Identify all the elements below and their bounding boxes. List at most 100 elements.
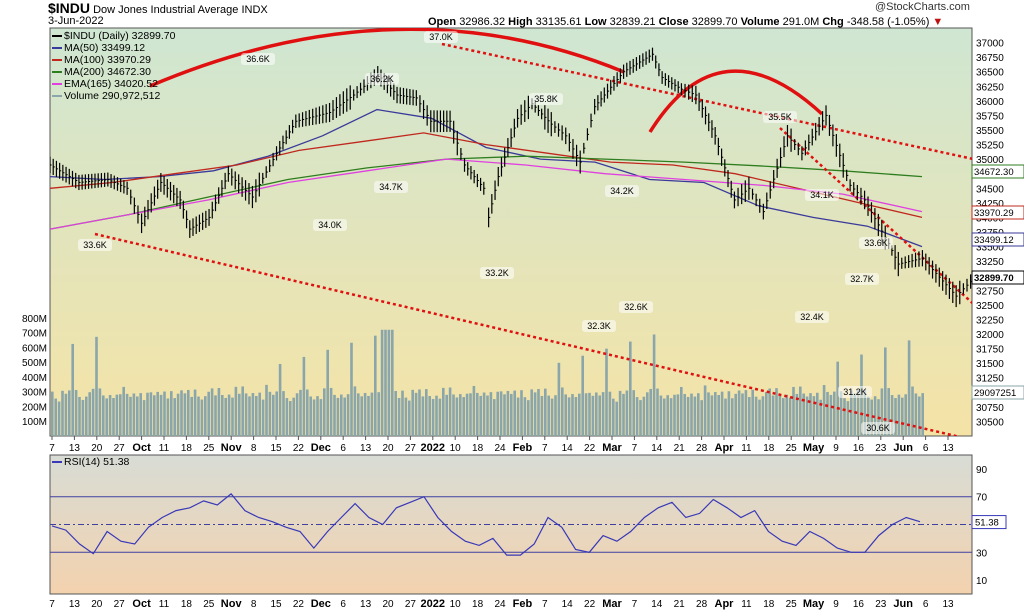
volume-bar xyxy=(680,387,683,436)
x-tick-label-bottom: 13 xyxy=(360,599,372,610)
volume-bar xyxy=(350,342,353,436)
volume-bar xyxy=(129,396,132,436)
volume-bar xyxy=(248,396,251,436)
volume-bar xyxy=(227,394,231,436)
volume-bar xyxy=(598,395,601,436)
x-tick-label: Dec xyxy=(311,442,331,454)
x-tick-label: Jun xyxy=(893,442,913,454)
rsi-panel xyxy=(49,454,973,595)
volume-bar xyxy=(459,394,462,436)
volume-bar xyxy=(166,398,170,436)
volume-bar xyxy=(136,396,139,436)
ma-line xyxy=(50,132,923,219)
price-annotation: 34.2K xyxy=(605,185,639,197)
rsi-tick-label: 70 xyxy=(976,493,988,504)
price-annotation: 32.3K xyxy=(582,320,616,332)
volume-bar xyxy=(91,388,95,436)
volume-bar xyxy=(720,391,724,436)
volume-bar xyxy=(666,395,669,436)
volume-bar xyxy=(734,393,737,436)
annotation-label: 32.4K xyxy=(800,312,824,322)
legend-label: $INDU (Daily) 32899.70 xyxy=(64,30,176,42)
annotation-box xyxy=(763,111,797,123)
volume-bar xyxy=(595,392,598,436)
volume-tick-label: 400M xyxy=(22,373,47,384)
volume-bar xyxy=(503,394,506,436)
legend-swatch xyxy=(52,35,62,38)
x-tick-label-bottom: 27 xyxy=(405,599,417,610)
x-tick-label-bottom: 18 xyxy=(763,599,775,610)
volume-bar xyxy=(64,393,68,436)
price-tick-label: 35250 xyxy=(976,141,1004,152)
legend-swatch xyxy=(52,95,62,98)
volume-bar xyxy=(544,388,547,436)
price-tick-label: 33500 xyxy=(976,243,1004,254)
price-tick-label: 31500 xyxy=(976,359,1004,370)
volume-bar xyxy=(802,393,805,436)
annotation-label: 34.0K xyxy=(318,220,342,230)
volume-bar xyxy=(486,395,489,436)
price-annotation: 32.7K xyxy=(845,273,879,285)
x-tick-label: 6 xyxy=(923,443,929,454)
volume-bar xyxy=(190,396,193,436)
volume-bar xyxy=(394,391,397,436)
volume-bar xyxy=(346,394,350,436)
volume-bar xyxy=(489,392,493,436)
volume-bar xyxy=(714,392,717,436)
volume-bar xyxy=(428,396,431,436)
legend-label: MA(100) 33970.29 xyxy=(64,54,151,66)
rsi-value-tag xyxy=(971,515,1007,530)
volume-bar xyxy=(57,401,61,436)
price-annotation: 32.4K xyxy=(795,311,829,323)
volume-bars xyxy=(51,329,924,436)
rsi-line xyxy=(51,493,921,556)
volume-tick-label: 600M xyxy=(22,343,47,354)
volume-bar xyxy=(115,394,119,436)
x-tick-label: 20 xyxy=(382,443,394,454)
x-tick-label: 28 xyxy=(696,443,708,454)
volume-bar xyxy=(404,397,408,436)
volume-bar xyxy=(139,393,142,436)
price-annotation: 33.6K xyxy=(78,239,112,251)
volume-bar xyxy=(370,392,374,436)
volume-bar xyxy=(530,389,533,436)
legend-label: Volume 290,972,512 xyxy=(64,90,161,102)
volume-bar xyxy=(268,391,272,436)
x-tick-label-bottom: 14 xyxy=(562,599,574,610)
x-tick-label-bottom: 20 xyxy=(91,599,103,610)
volume-bar xyxy=(686,396,690,436)
price-tick-label: 32250 xyxy=(976,315,1004,326)
x-tick-label-bottom: 14 xyxy=(651,599,663,610)
close-value: 32899.70 xyxy=(691,16,738,28)
volume-bar xyxy=(435,395,438,436)
volume-bar xyxy=(377,392,380,436)
volume-bar xyxy=(731,398,734,436)
price-annotation: 36.6K xyxy=(241,53,275,65)
x-tick-label-bottom: 25 xyxy=(203,599,215,610)
x-tick-label-bottom: 7 xyxy=(632,599,638,610)
annotation-box xyxy=(605,185,639,197)
x-tick-label: 25 xyxy=(786,443,798,454)
volume-bar xyxy=(751,389,754,436)
volume-bar xyxy=(81,399,85,436)
volume-bar xyxy=(299,389,302,436)
x-tick-label: 13 xyxy=(69,443,81,454)
volume-bar xyxy=(506,390,510,436)
volume-bar xyxy=(306,389,309,436)
legend-label: MA(50) 33499.12 xyxy=(64,42,146,54)
x-tick-label: 18 xyxy=(763,443,775,454)
volume-bar xyxy=(384,329,387,436)
volume-bar xyxy=(812,396,816,436)
annotation-label: 34.1K xyxy=(810,190,834,200)
volume-tick-label: 800M xyxy=(22,314,47,325)
legend-swatch xyxy=(52,71,62,74)
volume-bar xyxy=(816,392,819,436)
volume-bar xyxy=(282,391,285,436)
volume-bar xyxy=(870,399,873,436)
legend-label: MA(200) 34672.30 xyxy=(64,66,151,78)
chart-date: 3-Jun-2022 xyxy=(48,15,104,27)
x-tick-label-bottom: 8 xyxy=(251,599,257,610)
open-value: 32986.32 xyxy=(459,16,506,28)
annotation-label: 36.2K xyxy=(370,74,394,84)
